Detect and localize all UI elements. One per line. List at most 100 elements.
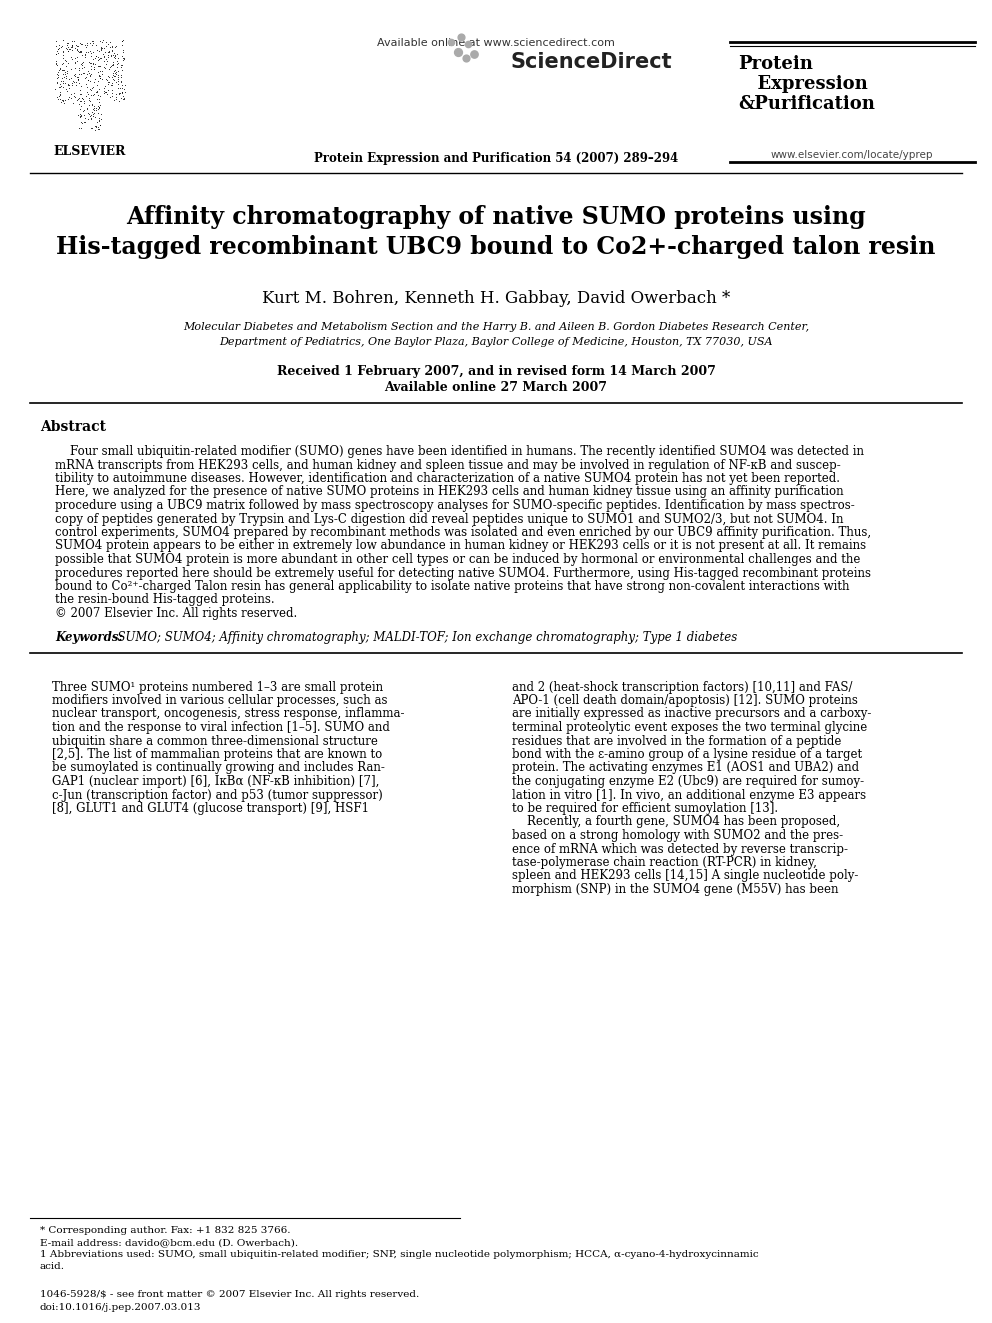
Point: [59, 38, 74, 60]
Point: [105, 65, 121, 86]
Text: c-Jun (transcription factor) and p53 (tumor suppressor): c-Jun (transcription factor) and p53 (tu…: [52, 789, 383, 802]
Point: [105, 64, 121, 85]
Point: [87, 53, 103, 74]
Point: [73, 41, 89, 62]
Point: [115, 89, 131, 110]
Point: [69, 89, 85, 110]
Point: [71, 41, 87, 62]
Point: [458, 48, 474, 69]
Point: [71, 105, 87, 126]
Point: [82, 106, 98, 127]
Text: lation in vitro [1]. In vivo, an additional enzyme E3 appears: lation in vitro [1]. In vivo, an additio…: [512, 789, 866, 802]
Point: [57, 66, 72, 87]
Point: [113, 71, 129, 93]
Point: [77, 111, 93, 132]
Point: [66, 37, 82, 58]
Point: [88, 115, 104, 136]
Point: [56, 41, 71, 62]
Point: [103, 79, 119, 101]
Point: [92, 67, 108, 89]
Point: [98, 49, 114, 70]
Point: [69, 41, 85, 62]
Point: [49, 64, 64, 85]
Point: [53, 89, 68, 110]
Point: [101, 37, 117, 58]
Point: [107, 46, 123, 67]
Point: [86, 102, 102, 123]
Point: [64, 34, 80, 56]
Text: tion and the response to viral infection [1–5]. SUMO and: tion and the response to viral infection…: [52, 721, 390, 734]
Point: [113, 57, 129, 78]
Point: [110, 65, 126, 86]
Point: [102, 32, 118, 53]
Point: [51, 38, 66, 60]
Point: [55, 36, 70, 57]
Point: [106, 46, 122, 67]
Point: [91, 115, 107, 136]
Point: [110, 66, 126, 87]
Point: [115, 49, 131, 70]
Point: [450, 41, 466, 62]
Point: [65, 70, 81, 91]
Point: [86, 58, 102, 79]
Point: [88, 98, 104, 119]
Text: modifiers involved in various cellular processes, such as: modifiers involved in various cellular p…: [52, 695, 388, 706]
Point: [105, 67, 121, 89]
Point: [63, 36, 79, 57]
Text: GAP1 (nuclear import) [6], IκBα (NF-κB inhibition) [7],: GAP1 (nuclear import) [6], IκBα (NF-κB i…: [52, 775, 379, 789]
Point: [55, 60, 70, 81]
Point: [100, 66, 116, 87]
Point: [74, 45, 90, 66]
Point: [60, 41, 75, 62]
Point: [72, 83, 88, 105]
Point: [54, 53, 69, 74]
Point: [66, 64, 82, 85]
Text: ScienceDirect: ScienceDirect: [510, 52, 672, 71]
Text: 1 Abbreviations used: SUMO, small ubiquitin-related modifier; SNP, single nucleo: 1 Abbreviations used: SUMO, small ubiqui…: [40, 1250, 759, 1259]
Point: [56, 45, 71, 66]
Point: [88, 82, 104, 103]
Point: [53, 85, 68, 106]
Point: [69, 69, 85, 90]
Point: [96, 46, 112, 67]
Point: [110, 77, 126, 98]
Point: [91, 78, 107, 99]
Point: [68, 71, 84, 93]
Point: [71, 103, 87, 124]
Point: [94, 32, 110, 53]
Point: [55, 53, 70, 74]
Text: tase-polymerase chain reaction (RT-PCR) in kidney,: tase-polymerase chain reaction (RT-PCR) …: [512, 856, 816, 869]
Point: [101, 66, 117, 87]
Point: [52, 34, 67, 56]
Point: [52, 60, 67, 81]
Point: [99, 83, 115, 105]
Text: morphism (SNP) in the SUMO4 gene (M55V) has been: morphism (SNP) in the SUMO4 gene (M55V) …: [512, 882, 838, 896]
Text: Protein: Protein: [738, 56, 812, 73]
Point: [80, 70, 96, 91]
Point: [48, 30, 63, 52]
Point: [113, 30, 129, 52]
Point: [49, 44, 64, 65]
Point: [106, 42, 122, 64]
Point: [61, 52, 76, 73]
Point: [70, 118, 86, 139]
Point: [113, 71, 129, 93]
Point: [460, 33, 476, 54]
Text: residues that are involved in the formation of a peptide: residues that are involved in the format…: [512, 734, 841, 747]
Point: [54, 90, 69, 111]
Point: [68, 66, 84, 87]
Point: [91, 40, 107, 61]
Point: [90, 116, 106, 138]
Point: [89, 81, 105, 102]
Point: [91, 56, 107, 77]
Point: [57, 89, 72, 110]
Point: [64, 93, 80, 114]
Point: [51, 66, 66, 87]
Point: [55, 29, 70, 50]
Text: mRNA transcripts from HEK293 cells, and human kidney and spleen tissue and may b: mRNA transcripts from HEK293 cells, and …: [55, 459, 841, 471]
Point: [90, 97, 106, 118]
Point: [83, 94, 99, 115]
Point: [85, 41, 101, 62]
Point: [113, 66, 129, 87]
Point: [81, 87, 97, 108]
